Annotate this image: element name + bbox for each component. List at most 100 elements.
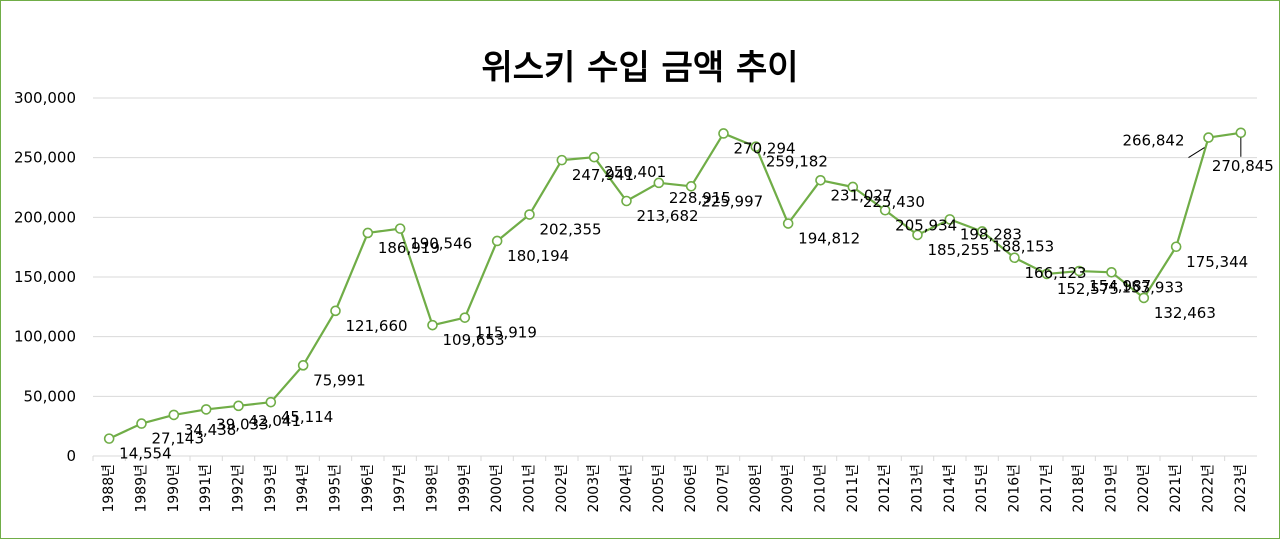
data-label: 121,660 bbox=[346, 317, 408, 335]
x-tick-label: 2009년 bbox=[780, 464, 796, 513]
data-label: 270,294 bbox=[734, 139, 796, 157]
y-tick-label: 150,000 bbox=[14, 268, 76, 286]
x-tick-label: 2007년 bbox=[716, 464, 732, 513]
y-tick-label: 250,000 bbox=[14, 149, 76, 167]
series-line-group bbox=[108, 131, 1241, 440]
x-tick-label: 2005년 bbox=[651, 464, 667, 513]
x-tick-label: 2017년 bbox=[1039, 464, 1055, 513]
data-point bbox=[1138, 292, 1150, 304]
data-point bbox=[168, 409, 180, 421]
data-label: 152,575 bbox=[1057, 280, 1119, 298]
x-tick-label: 2010년 bbox=[813, 464, 829, 513]
data-label: 205,934 bbox=[895, 216, 957, 234]
x-tick-label: 2003년 bbox=[586, 464, 602, 513]
data-point bbox=[621, 195, 632, 207]
data-point bbox=[330, 305, 341, 317]
data-point bbox=[879, 204, 891, 216]
data-label: 39,033 bbox=[216, 415, 269, 433]
data-point bbox=[1203, 132, 1214, 143]
data-point bbox=[103, 433, 115, 444]
y-tick-label: 50,000 bbox=[24, 387, 77, 405]
data-point bbox=[847, 181, 859, 193]
data-point bbox=[944, 214, 956, 225]
data-point bbox=[912, 229, 923, 241]
x-tick-label: 1989년 bbox=[134, 464, 150, 513]
data-point bbox=[685, 181, 697, 192]
data-label: 225,430 bbox=[863, 193, 925, 211]
x-tick-label: 1999년 bbox=[457, 464, 473, 513]
x-tick-label: 2015년 bbox=[974, 464, 990, 513]
series-line bbox=[108, 131, 1241, 440]
grid-lines bbox=[92, 97, 1257, 461]
data-point bbox=[1009, 252, 1020, 264]
data-point bbox=[1041, 268, 1053, 280]
y-tick-label: 0 bbox=[66, 447, 76, 465]
data-point bbox=[653, 177, 665, 189]
x-tick-label: 2004년 bbox=[619, 464, 635, 513]
x-tick-label: 2014년 bbox=[942, 464, 958, 513]
data-point bbox=[491, 235, 503, 247]
data-label: 198,283 bbox=[960, 225, 1022, 243]
data-point bbox=[394, 223, 406, 234]
data-label: 259,182 bbox=[766, 153, 828, 171]
x-axis-ticks: 1988년 1989년 1990년 1991년 1992년 1993년 1994년 1995년… bbox=[101, 464, 1249, 513]
data-label: 166,123 bbox=[1025, 264, 1087, 282]
y-tick-label: 300,000 bbox=[14, 89, 76, 107]
y-tick-label: 200,000 bbox=[14, 208, 76, 226]
data-label: 75,991 bbox=[313, 371, 366, 389]
x-tick-label: 2019년 bbox=[1104, 464, 1120, 513]
x-tick-label: 2022년 bbox=[1201, 464, 1217, 513]
x-tick-label: 2016년 bbox=[1007, 464, 1023, 513]
x-tick-label: 1996년 bbox=[360, 464, 376, 513]
data-point bbox=[200, 404, 212, 415]
data-label: 185,255 bbox=[928, 241, 990, 259]
data-point bbox=[588, 151, 600, 163]
data-label: 27,143 bbox=[152, 430, 205, 448]
data-point bbox=[815, 175, 826, 186]
data-label: 175,344 bbox=[1186, 253, 1248, 271]
data-point bbox=[718, 128, 729, 139]
y-tick-label: 100,000 bbox=[14, 328, 76, 346]
x-tick-label: 2008년 bbox=[748, 464, 764, 513]
y-axis-ticks: 0 50,000 100,000 150,000 200,000 250,000 300,0… bbox=[14, 89, 76, 465]
data-point bbox=[750, 141, 762, 153]
data-point bbox=[427, 319, 438, 331]
data-label: 270,845 bbox=[1212, 157, 1274, 175]
data-point bbox=[459, 312, 471, 323]
data-label: 266,842 bbox=[1122, 132, 1184, 150]
data-point bbox=[297, 360, 309, 371]
x-tick-label: 2023년 bbox=[1233, 464, 1249, 513]
data-label: 190,546 bbox=[410, 235, 472, 253]
x-tick-label: 2020년 bbox=[1136, 464, 1152, 513]
data-point bbox=[1106, 267, 1117, 278]
x-tick-label: 1988년 bbox=[101, 464, 117, 513]
data-point bbox=[233, 400, 244, 412]
data-label: 186,919 bbox=[378, 239, 440, 257]
data-label: 194,812 bbox=[798, 230, 860, 248]
x-tick-label: 2021년 bbox=[1168, 464, 1184, 513]
data-label: 231,027 bbox=[831, 186, 893, 204]
data-label: 202,355 bbox=[540, 221, 602, 239]
data-label: 228,915 bbox=[669, 189, 731, 207]
data-label: 250,401 bbox=[604, 163, 666, 181]
data-point bbox=[1073, 265, 1085, 277]
data-point bbox=[782, 218, 794, 229]
data-label: 34,438 bbox=[184, 421, 237, 439]
data-label: 115,919 bbox=[475, 324, 537, 342]
data-label: 154,987 bbox=[1089, 277, 1151, 295]
data-point bbox=[362, 227, 374, 239]
data-label: 188,153 bbox=[992, 237, 1054, 255]
data-label: 153,933 bbox=[1122, 278, 1184, 296]
data-label: 213,682 bbox=[637, 207, 699, 225]
data-point bbox=[1235, 127, 1247, 139]
chart-title: 위스키 수입 금액 추이 bbox=[481, 48, 799, 88]
data-label: 132,463 bbox=[1154, 304, 1216, 322]
x-tick-label: 1990년 bbox=[166, 464, 182, 513]
x-tick-label: 1997년 bbox=[392, 464, 408, 513]
data-points bbox=[103, 127, 1247, 444]
x-tick-label: 1993년 bbox=[263, 464, 279, 513]
data-point bbox=[136, 418, 147, 429]
x-tick-label: 1994년 bbox=[295, 464, 311, 513]
